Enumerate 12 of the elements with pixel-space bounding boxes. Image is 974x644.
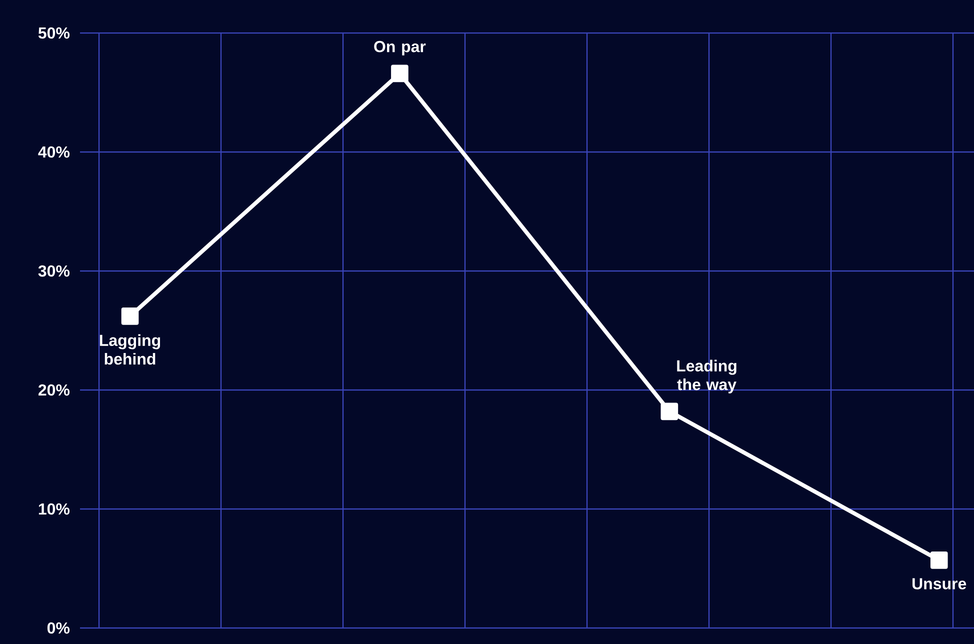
point xyxy=(391,64,408,82)
x-tick-label: On par xyxy=(374,40,426,56)
point xyxy=(121,308,139,325)
x-tick-label: Lagging behind xyxy=(100,334,160,365)
y-tick-label: 10% xyxy=(38,503,70,515)
point xyxy=(660,402,678,420)
y-tick-label: 0% xyxy=(47,622,70,634)
point xyxy=(930,552,948,569)
y-tick-label: 40% xyxy=(38,146,70,158)
y-tick-label: 20% xyxy=(38,384,70,396)
y-tick-label: 50% xyxy=(38,27,70,39)
y-tick-label: 30% xyxy=(38,265,70,277)
